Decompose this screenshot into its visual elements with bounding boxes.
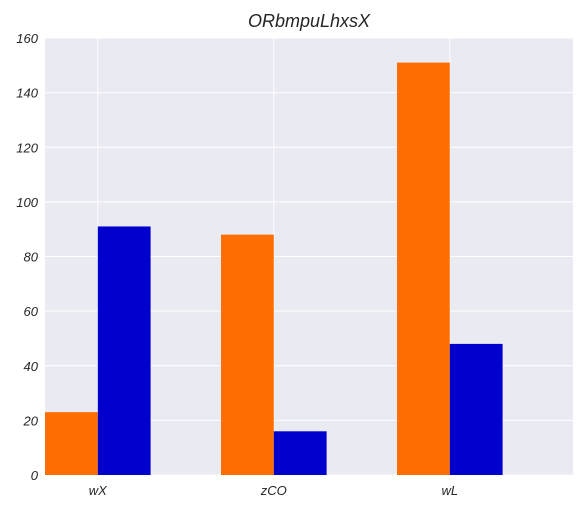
bar-series-1-zCO [221, 234, 274, 475]
y-tick-label: 40 [24, 359, 39, 374]
x-tick-label: wL [441, 483, 458, 498]
x-tick-label: zCO [260, 483, 287, 498]
bar-series-2-wX [97, 226, 151, 475]
chart-title: ORbmpuLhxsX [248, 11, 371, 31]
bar-series-1-wX [45, 412, 98, 475]
bar-series-2-wL [449, 343, 503, 475]
y-axis-ticks: 0 20 40 60 80 100 120 140 160 [16, 31, 38, 483]
y-tick-label: 100 [16, 195, 38, 210]
bar-series-2-zCO [273, 431, 327, 475]
y-tick-label: 60 [24, 304, 39, 319]
y-tick-label: 80 [24, 250, 39, 265]
y-tick-label: 20 [23, 413, 39, 428]
y-tick-label: 140 [16, 86, 38, 101]
y-tick-label: 120 [16, 140, 38, 155]
x-tick-label: wX [89, 483, 108, 498]
y-tick-label: 160 [16, 31, 38, 46]
bar-series-1-wL [397, 62, 450, 476]
x-axis-ticks: wX zCO wL [89, 483, 458, 498]
bars [45, 62, 503, 476]
y-tick-label: 0 [31, 468, 39, 483]
